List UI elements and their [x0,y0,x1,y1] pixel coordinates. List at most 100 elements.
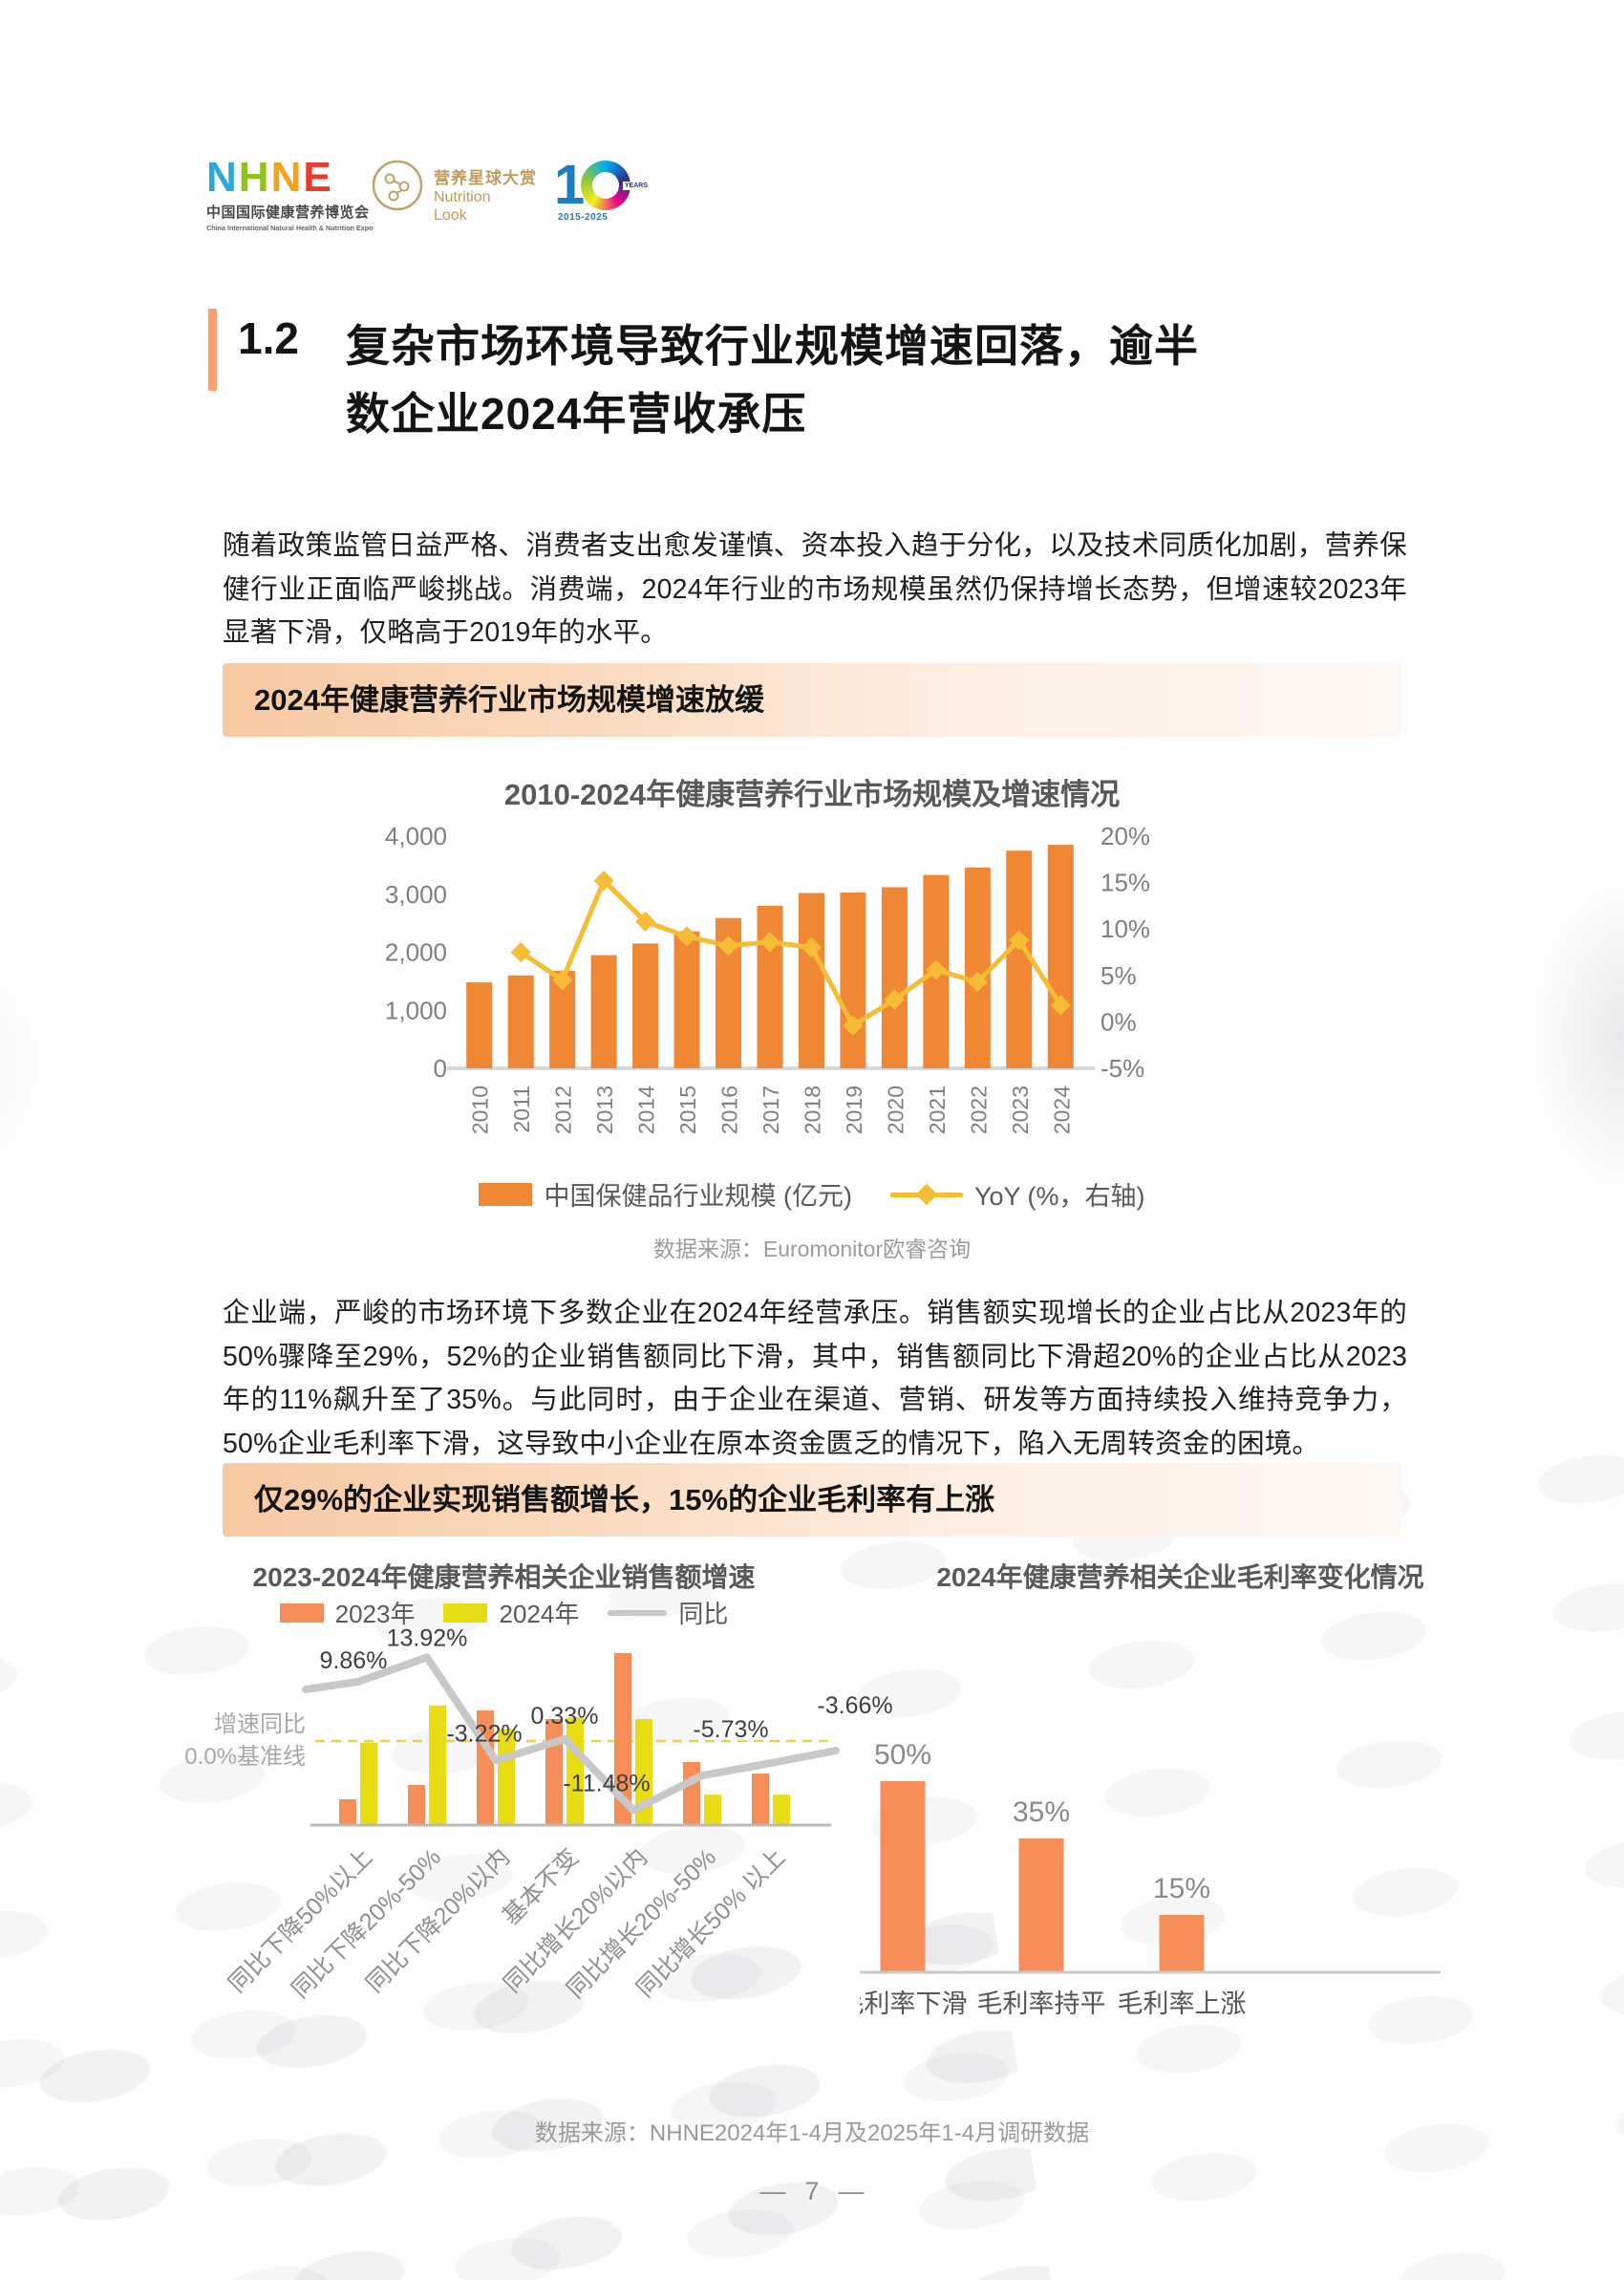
footer-source-note: 数据来源：NHNE2024年1-4月及2025年1-4月调研数据 [534,2120,1090,2146]
legend-label: YoY (%，右轴) [973,1182,1145,1211]
svg-text:0: 0 [434,1054,447,1083]
nutrition-look-english-2: Look [434,207,467,224]
logo-row: NHNE 中国国际健康营养博览会 China International Nat… [206,154,650,233]
ten-years-logo: 1 YEARS 2015-2025 [554,154,650,227]
section-accent-bar [208,309,217,391]
swatch-2023-icon [279,1602,324,1623]
nhne-english-name: China International Natural Health & Nut… [206,224,374,232]
svg-text:50%: 50% [874,1739,931,1771]
page-number-value: 7 [804,2177,820,2205]
sales-growth-chart-title: 2023-2024年健康营养相关企业销售额增速 [252,1562,756,1592]
market-size-chart-legend: 中国保健品行业规模 (亿元) YoY (%，右轴) [334,1175,1290,1213]
background-gradient-left [0,860,267,1271]
svg-text:2,000: 2,000 [385,938,447,967]
legend-item-market-size: 中国保健品行业规模 (亿元) [479,1175,852,1213]
background-gradient-right [1428,807,1624,1266]
gray-line-swatch-icon [608,1609,668,1616]
ten-years-range: 2015-2025 [558,212,609,223]
svg-text:0.33%: 0.33% [531,1703,599,1730]
sales-growth-chart-legend: 2023年 2024年 同比 [186,1595,822,1630]
svg-text:10%: 10% [1100,914,1150,943]
nutrition-look-english-1: Nutrition [434,189,491,205]
highlight-banner-2: 仅29%的企业实现销售额增长，15%的企业毛利率有上涨 [223,1463,1401,1537]
svg-text:-3.22%: -3.22% [446,1720,522,1747]
svg-text:毛利率下滑: 毛利率下滑 [860,1990,968,2018]
svg-text:-5%: -5% [1100,1054,1144,1083]
svg-text:9.86%: 9.86% [320,1647,388,1674]
svg-text:4,000: 4,000 [385,822,447,850]
svg-text:毛利率上涨: 毛利率上涨 [1118,1990,1247,2018]
svg-text:2016: 2016 [717,1086,742,1134]
svg-text:2021: 2021 [925,1086,950,1134]
legend-label: 中国保健品行业规模 (亿元) [544,1182,852,1211]
svg-text:20%: 20% [1100,822,1150,850]
svg-text:2012: 2012 [551,1086,576,1134]
legend-label: 同比 [678,1600,729,1628]
gross-margin-chart-title: 2024年健康营养相关企业毛利率变化情况 [936,1562,1424,1592]
nhne-logo: NHNE 中国国际健康营养博览会 China International Nat… [206,157,374,233]
page-number-dash: — [838,2177,865,2205]
svg-text:13.92%: 13.92% [387,1624,468,1651]
market-size-chart-title: 2010-2024年健康营养行业市场规模及增速情况 [503,778,1121,811]
svg-text:-11.48%: -11.48% [563,1770,650,1796]
svg-text:2013: 2013 [592,1086,617,1134]
nutrition-look-globe-icon [371,159,424,217]
nhne-wordmark: NHNE [206,157,350,199]
nhne-chinese-name: 中国国际健康营养博览会 [206,204,370,221]
body-paragraph-1: 随着政策监管日益严格、消费者支出愈发谨慎、资本投入趋于分化，以及技术同质化加剧，… [223,530,1407,648]
svg-text:2014: 2014 [634,1086,659,1134]
nutrition-look-text: 营养星球大赏 Nutrition Look [434,164,537,225]
nutrition-look-chinese: 营养星球大赏 [434,169,537,187]
svg-text:2022: 2022 [966,1086,991,1134]
gross-margin-chart: 50% 毛利率下滑 35% 毛利率持平 15% 毛利率上涨 [860,1739,1441,2018]
legend-item-2023: 2023年 [279,1595,416,1630]
svg-text:5%: 5% [1100,961,1137,990]
legend-item-yoy: YoY (%，右轴) [889,1175,1145,1213]
svg-text:0%: 0% [1100,1007,1137,1036]
page-number-dash: — [759,2177,786,2205]
section-title: 复杂市场环境导致行业规模增速回落，逾半 数企业2024年营收承压 [346,312,1406,448]
svg-text:15%: 15% [1100,869,1150,897]
nhne-letter: E [303,154,333,201]
legend-label: 2023年 [334,1600,416,1628]
nhne-letter: N [206,154,239,201]
svg-text:2010: 2010 [468,1086,493,1134]
body-paragraph-2: 企业端，严峻的市场环境下多数企业在2024年经营承压。销售额实现增长的企业占比从… [223,1298,1407,1459]
svg-text:2011: 2011 [509,1086,534,1132]
svg-text:15%: 15% [1153,1873,1210,1904]
nutrition-look-logo: 营养星球大赏 Nutrition Look [371,159,537,225]
nhne-letter: N [270,154,304,201]
legend-item-2024: 2024年 [443,1595,579,1630]
sales-growth-chart: 增速同比 0.0%基准线 9.86%13.92% -3.22% 0.33% -11.48%… [184,1624,892,2003]
svg-text:2020: 2020 [883,1086,908,1134]
legend-label: 2024年 [499,1600,580,1628]
svg-text:-3.66%: -3.66% [817,1692,892,1719]
section-title-line1: 复杂市场环境导致行业规模增速回落，逾半 [346,321,1199,371]
svg-text:3,000: 3,000 [385,880,447,909]
swatch-2024-icon [443,1602,488,1623]
svg-text:毛利率持平: 毛利率持平 [977,1990,1106,2018]
svg-text:2024: 2024 [1049,1086,1074,1134]
section-number: 1.2 [238,313,299,363]
svg-text:1,000: 1,000 [385,996,447,1024]
ten-years-digit: 1 [554,154,586,216]
bar-swatch-icon [479,1182,533,1206]
svg-text:0.0%基准线: 0.0%基准线 [184,1744,306,1770]
svg-text:增速同比: 增速同比 [214,1711,306,1737]
svg-text:2018: 2018 [800,1086,824,1134]
svg-text:2019: 2019 [842,1086,866,1134]
line-marker-swatch-icon [889,1182,963,1207]
highlight-banner-1: 2024年健康营养行业市场规模增速放缓 [223,663,1401,737]
market-size-combo-chart: 0 1,000 2,000 3,000 4,000 -5% 0% 5% 10% 15% 20% 201… [385,822,1150,1134]
svg-text:2015: 2015 [675,1086,700,1134]
svg-text:-5.73%: -5.73% [693,1716,768,1743]
ten-years-ring-icon [581,161,630,210]
legend-item-yoy-line: 同比 [608,1595,728,1630]
page-number: — 7 — [0,2177,1624,2206]
svg-text:2017: 2017 [759,1086,783,1134]
svg-text:35%: 35% [1013,1796,1070,1828]
section-title-line2: 数企业2024年营收承压 [346,389,807,439]
svg-text:2023: 2023 [1008,1086,1033,1134]
ten-years-label: YEARS [622,182,650,190]
